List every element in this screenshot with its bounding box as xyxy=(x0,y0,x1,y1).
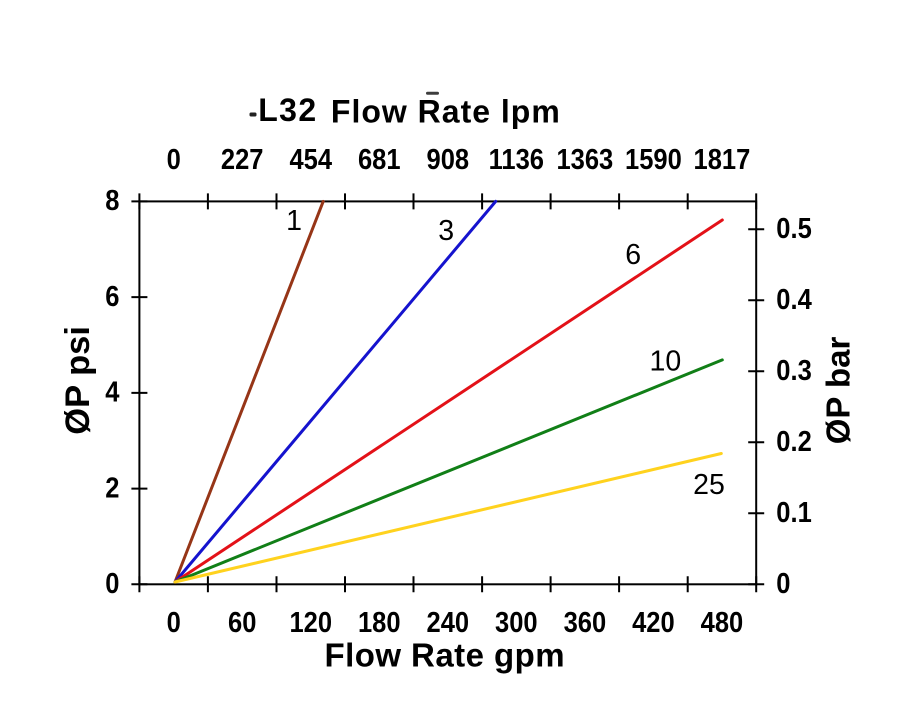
svg-text:180: 180 xyxy=(358,606,401,639)
svg-text:1363: 1363 xyxy=(556,142,613,175)
svg-text:10: 10 xyxy=(650,346,682,378)
svg-text:8: 8 xyxy=(105,184,119,217)
svg-text:25: 25 xyxy=(693,469,725,501)
svg-text:454: 454 xyxy=(289,142,332,175)
svg-text:L32: L32 xyxy=(258,92,317,128)
svg-text:908: 908 xyxy=(427,142,470,175)
svg-text:2: 2 xyxy=(105,471,119,504)
svg-text:681: 681 xyxy=(358,142,401,175)
svg-text:1: 1 xyxy=(286,205,302,237)
svg-text:0.3: 0.3 xyxy=(776,354,811,387)
svg-text:0.5: 0.5 xyxy=(776,212,811,245)
svg-text:1136: 1136 xyxy=(489,142,544,175)
svg-text:300: 300 xyxy=(495,606,538,639)
svg-text:60: 60 xyxy=(228,606,256,639)
svg-text:1817: 1817 xyxy=(694,142,751,175)
svg-text:0.1: 0.1 xyxy=(776,496,811,529)
svg-text:0.4: 0.4 xyxy=(776,283,812,316)
svg-text:6: 6 xyxy=(105,279,119,312)
svg-text:0.2: 0.2 xyxy=(776,425,811,458)
svg-text:0: 0 xyxy=(776,567,790,600)
svg-text:480: 480 xyxy=(701,606,744,639)
svg-text:ØP bar: ØP bar xyxy=(820,337,857,445)
svg-text:1590: 1590 xyxy=(625,142,682,175)
svg-text:Flow Rate lpm: Flow Rate lpm xyxy=(331,94,561,130)
svg-text:0: 0 xyxy=(167,606,181,639)
svg-text:Flow Rate gpm: Flow Rate gpm xyxy=(324,637,565,674)
svg-text:227: 227 xyxy=(221,142,264,175)
svg-text:0: 0 xyxy=(105,567,119,600)
svg-text:6: 6 xyxy=(625,239,641,271)
svg-text:0: 0 xyxy=(167,142,181,175)
svg-text:240: 240 xyxy=(427,606,470,639)
svg-text:420: 420 xyxy=(632,606,675,639)
svg-text:ØP psi: ØP psi xyxy=(59,326,97,435)
svg-text:360: 360 xyxy=(564,606,607,639)
svg-text:3: 3 xyxy=(438,215,454,247)
svg-text:4: 4 xyxy=(105,375,120,408)
svg-text:120: 120 xyxy=(289,606,332,639)
